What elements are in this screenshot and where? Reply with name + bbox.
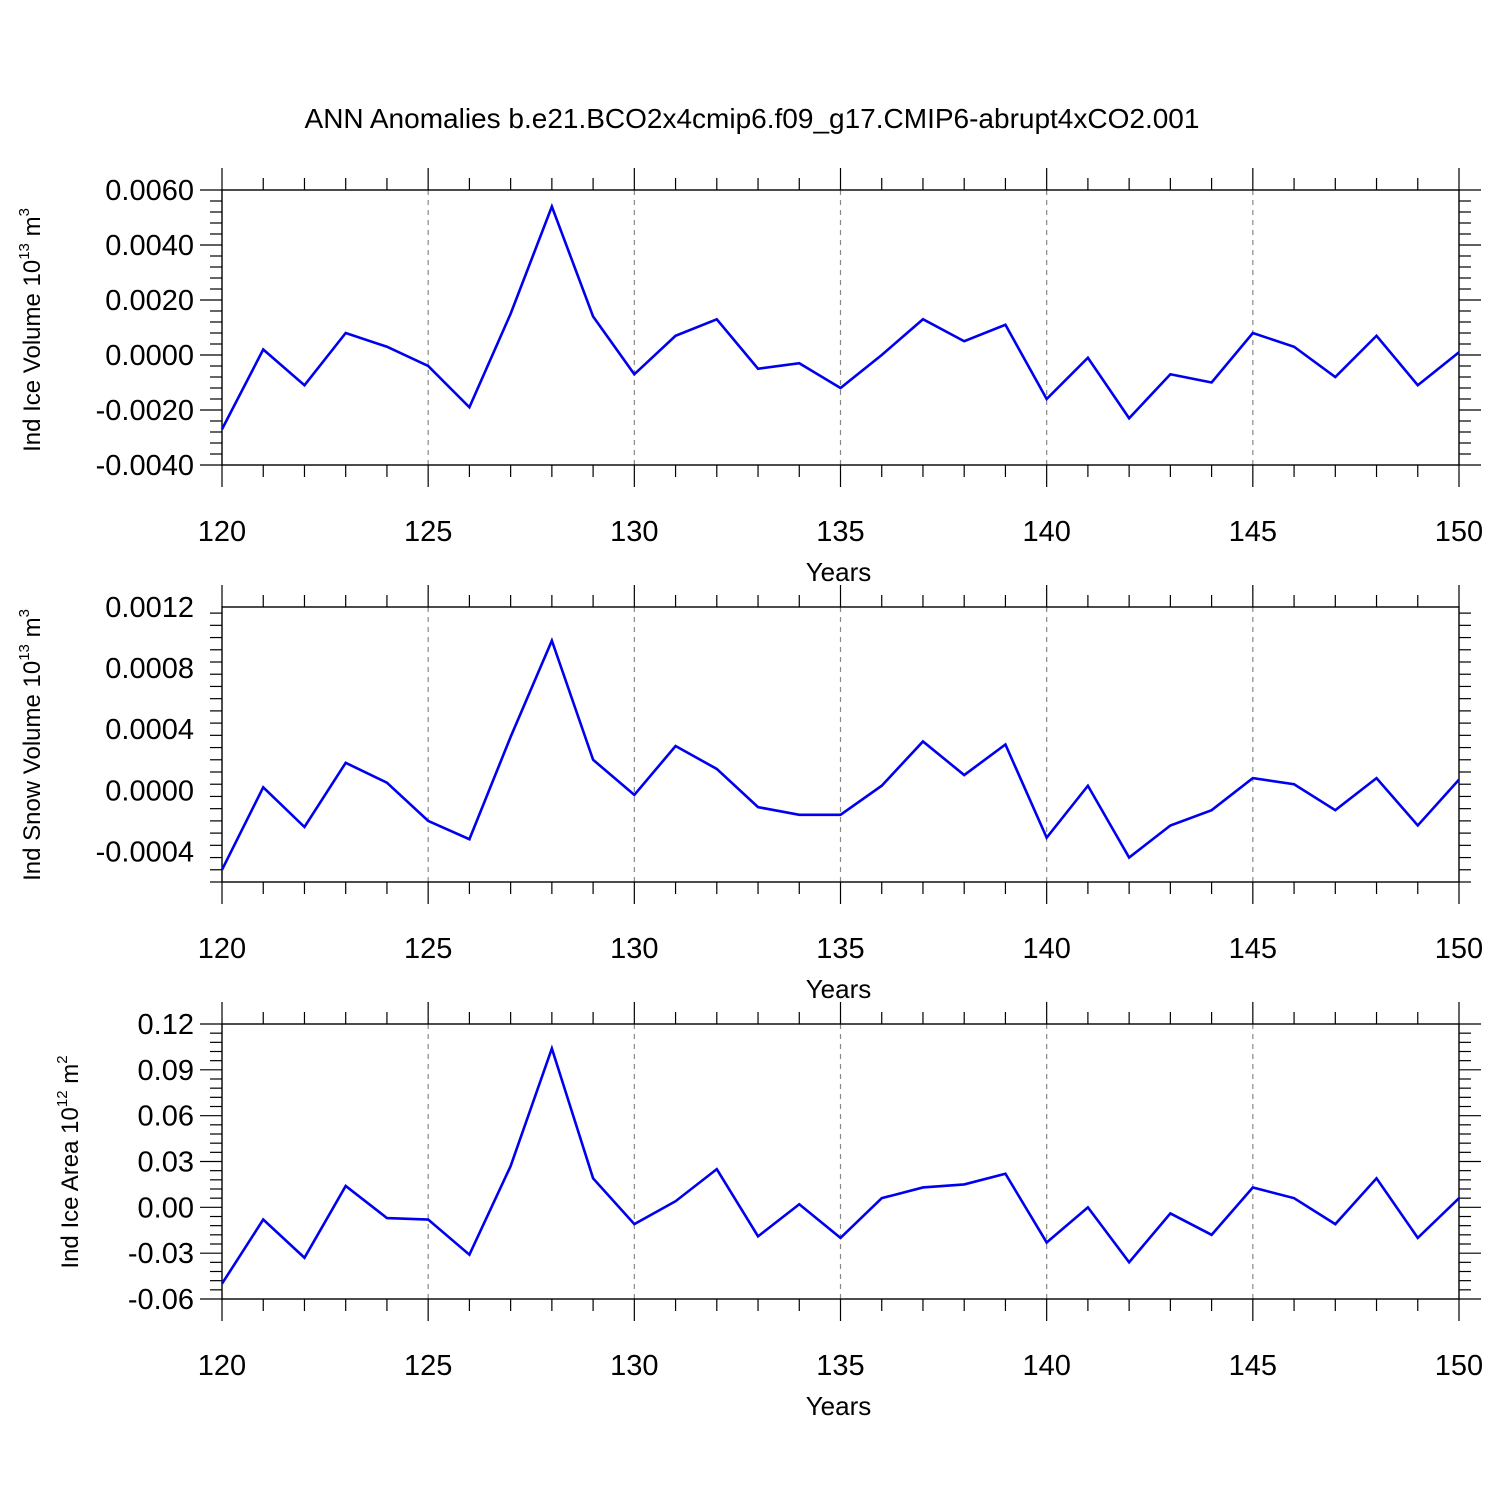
x-tick-label: 140 bbox=[1022, 516, 1070, 548]
y-tick-label: 0.0040 bbox=[105, 230, 194, 262]
x-axis-label: Years bbox=[806, 974, 872, 1004]
x-tick-label: 135 bbox=[816, 516, 864, 548]
x-tick-label: 140 bbox=[1022, 1350, 1070, 1382]
x-tick-label: 120 bbox=[198, 516, 246, 548]
series-line bbox=[220, 637, 1460, 871]
x-tick-label: 135 bbox=[816, 933, 864, 965]
y-tick-label: -0.0040 bbox=[96, 450, 194, 482]
y-tick-label: -0.06 bbox=[128, 1284, 194, 1316]
y-tick-label: 0.0060 bbox=[105, 175, 194, 207]
x-tick-label: 120 bbox=[198, 1350, 246, 1382]
y-tick-label: 0.03 bbox=[138, 1147, 194, 1179]
y-tick-label: -0.0004 bbox=[96, 836, 194, 868]
y-tick-label: 0.00 bbox=[138, 1192, 194, 1224]
panel-3: 120 125 130 135 140 145 150 -0.06 -0.03 0.00 0.03 0… bbox=[54, 1002, 1483, 1421]
panel-1: 120 125 130 135 140 145 150 -0.0040 -0.0020 0.000… bbox=[16, 168, 1483, 587]
y-tick-label: 0.0004 bbox=[105, 714, 194, 746]
x-tick-label: 125 bbox=[404, 516, 452, 548]
x-tick-label: 130 bbox=[610, 516, 658, 548]
x-tick-label: 140 bbox=[1022, 933, 1070, 965]
x-tick-label: 150 bbox=[1435, 516, 1483, 548]
y-tick-label: 0.09 bbox=[138, 1055, 194, 1087]
x-tick-label: 130 bbox=[610, 1350, 658, 1382]
x-tick-label: 125 bbox=[404, 933, 452, 965]
y-axis-label: Ind Ice Volume 1013 m3 bbox=[16, 208, 46, 452]
y-axis-label: Ind Ice Area 1012 m2 bbox=[54, 1055, 84, 1268]
figure-title: ANN Anomalies b.e21.BCO2x4cmip6.f09_g17.… bbox=[305, 103, 1200, 134]
panels: 120 125 130 135 140 145 150-0.0040-0.00200.000… bbox=[16, 168, 1483, 1421]
x-axis-label: Years bbox=[806, 1391, 872, 1421]
y-tick-label: 0.0000 bbox=[105, 775, 194, 807]
y-tick-label: -0.03 bbox=[128, 1238, 194, 1270]
x-tick-label: 145 bbox=[1229, 1350, 1277, 1382]
y-tick-label: 0.12 bbox=[138, 1009, 194, 1041]
x-tick-label: 150 bbox=[1435, 1350, 1483, 1382]
x-tick-label: 145 bbox=[1229, 516, 1277, 548]
x-tick-label: 125 bbox=[404, 1350, 452, 1382]
x-tick-label: 135 bbox=[816, 1350, 864, 1382]
y-tick-label: 0.06 bbox=[138, 1101, 194, 1133]
x-tick-label: 120 bbox=[198, 933, 246, 965]
x-tick-label: 150 bbox=[1435, 933, 1483, 965]
y-axis-label: Ind Snow Volume 1013 m3 bbox=[16, 609, 46, 881]
x-axis-label: Years bbox=[806, 557, 872, 587]
y-tick-label: 0.0008 bbox=[105, 653, 194, 685]
series-line bbox=[220, 202, 1460, 430]
x-tick-label: 145 bbox=[1229, 933, 1277, 965]
y-tick-label: 0.0012 bbox=[105, 592, 194, 624]
y-tick-label: -0.0020 bbox=[96, 395, 194, 427]
panel-2: 120 125 130 135 140 145 150 -0.0004 0.0000 0.0004… bbox=[16, 585, 1483, 1004]
y-tick-label: 0.0020 bbox=[105, 285, 194, 317]
x-tick-label: 130 bbox=[610, 933, 658, 965]
y-tick-label: 0.0000 bbox=[105, 340, 194, 372]
